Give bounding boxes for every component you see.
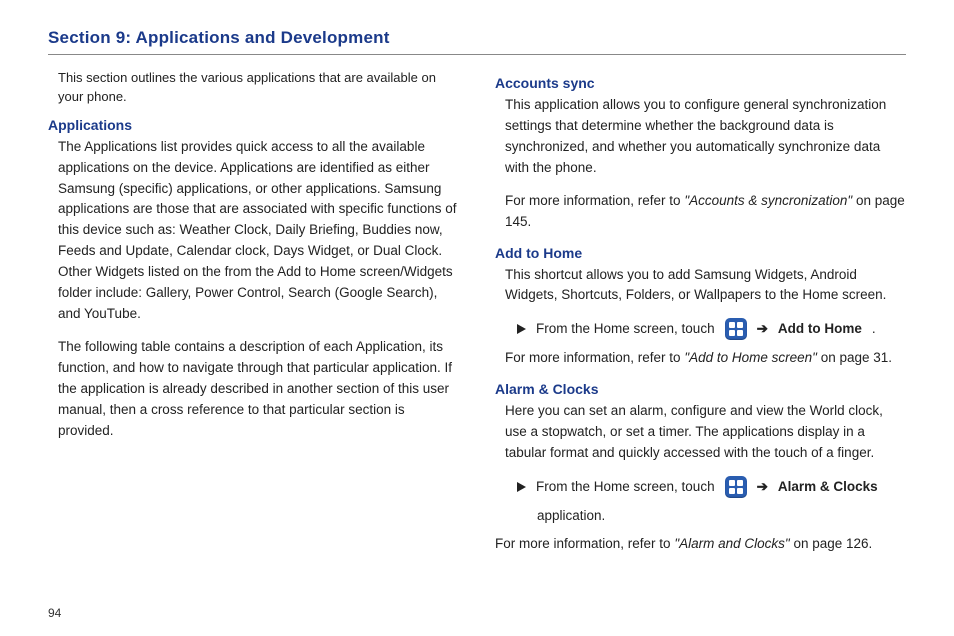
step-text: From the Home screen, touch xyxy=(536,477,715,497)
add-to-home-para: This shortcut allows you to add Samsung … xyxy=(505,265,906,307)
alarm-clocks-step: From the Home screen, touch ➔ Alarm & Cl… xyxy=(517,476,906,498)
step-target-alarm-clocks[interactable]: Alarm & Clocks xyxy=(778,477,878,497)
ref-prefix: For more information, refer to xyxy=(495,536,674,551)
accounts-sync-para: This application allows you to configure… xyxy=(505,95,906,179)
accounts-sync-ref: For more information, refer to "Accounts… xyxy=(505,191,906,233)
ref-suffix: on page 31. xyxy=(817,350,892,365)
add-to-home-step: From the Home screen, touch ➔ Add to Hom… xyxy=(517,318,906,340)
add-to-home-ref: For more information, refer to "Add to H… xyxy=(505,348,906,369)
accounts-sync-heading: Accounts sync xyxy=(495,75,906,91)
section-title: Section 9: Applications and Development xyxy=(48,28,906,48)
grid-glyph xyxy=(729,322,743,336)
apps-grid-icon[interactable] xyxy=(725,318,747,340)
step-text: From the Home screen, touch xyxy=(536,319,715,339)
alarm-clocks-para: Here you can set an alarm, configure and… xyxy=(505,401,906,464)
page-number: 94 xyxy=(48,606,61,620)
ref-link-alarm[interactable]: "Alarm and Clocks" xyxy=(674,536,789,551)
horizontal-rule xyxy=(48,54,906,55)
applications-para-1: The Applications list provides quick acc… xyxy=(58,137,459,325)
section-intro: This section outlines the various applic… xyxy=(58,69,459,107)
ref-prefix: For more information, refer to xyxy=(505,193,684,208)
step-bullet-icon xyxy=(517,482,526,492)
apps-grid-icon[interactable] xyxy=(725,476,747,498)
alarm-clocks-ref: For more information, refer to "Alarm an… xyxy=(495,534,906,555)
step-period: . xyxy=(872,319,876,339)
ref-prefix: For more information, refer to xyxy=(505,350,684,365)
applications-heading: Applications xyxy=(48,117,459,133)
right-column: Accounts sync This application allows yo… xyxy=(495,69,906,567)
ref-link-accounts[interactable]: "Accounts & syncronization" xyxy=(684,193,852,208)
manual-page: Section 9: Applications and Development … xyxy=(0,0,954,636)
step-bullet-icon xyxy=(517,324,526,334)
arrow-icon: ➔ xyxy=(757,319,768,339)
step-target-add-to-home[interactable]: Add to Home xyxy=(778,319,862,339)
alarm-clocks-heading: Alarm & Clocks xyxy=(495,381,906,397)
add-to-home-heading: Add to Home xyxy=(495,245,906,261)
grid-glyph xyxy=(729,480,743,494)
step-continuation: application. xyxy=(537,506,906,526)
ref-link-add-home[interactable]: "Add to Home screen" xyxy=(684,350,817,365)
ref-suffix: on page 126. xyxy=(790,536,873,551)
two-column-layout: This section outlines the various applic… xyxy=(48,69,906,567)
left-column: This section outlines the various applic… xyxy=(48,69,459,567)
arrow-icon: ➔ xyxy=(757,477,768,497)
applications-para-2: The following table contains a descripti… xyxy=(58,337,459,442)
